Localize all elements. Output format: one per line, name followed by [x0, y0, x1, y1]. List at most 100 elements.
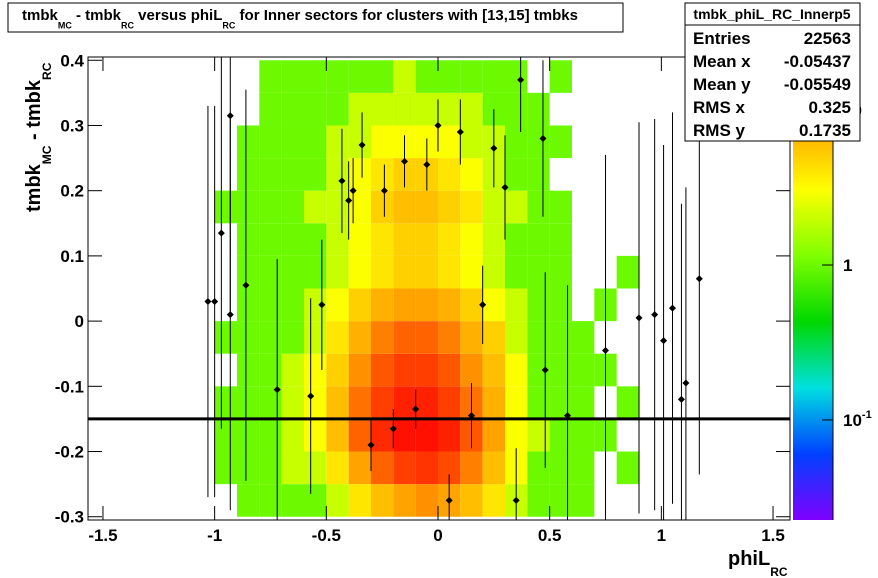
heat-cell [303, 288, 327, 322]
heat-cell [303, 92, 327, 126]
heat-cell [572, 386, 595, 419]
heat-cell [505, 386, 528, 419]
heat-cell [370, 60, 394, 93]
heat-cell [348, 484, 371, 517]
heat-cell [326, 353, 349, 387]
heat-cell [281, 353, 304, 387]
plot-frame [87, 56, 791, 521]
heat-cell [281, 321, 304, 354]
heat-cell [527, 255, 550, 289]
heat-cell [415, 60, 438, 93]
heat-cell [549, 451, 573, 485]
heat-cell [214, 418, 237, 452]
heat-cell [415, 92, 438, 126]
heat-cell [326, 451, 349, 485]
heat-cell [549, 60, 573, 93]
chart-title-sub: RC [222, 20, 235, 30]
y-tick-label: 0 [75, 312, 84, 331]
chart-title-part: - tmbk [72, 7, 122, 24]
heat-cell [348, 125, 371, 159]
heat-cell [437, 60, 461, 93]
heat-cell [303, 190, 327, 224]
heat-cell [259, 353, 282, 387]
heat-cell [527, 92, 550, 126]
heat-cell [236, 353, 260, 387]
chart-title-part: for Inner sectors for clusters with [13,… [235, 7, 578, 24]
y-tick-label: 0.4 [60, 51, 84, 70]
heat-cell [303, 125, 327, 159]
heat-cell [572, 451, 595, 485]
profile-point [669, 304, 677, 312]
heat-cell [460, 60, 483, 93]
heat-cell [505, 255, 528, 289]
heat-cell [437, 288, 461, 322]
heat-cell [482, 386, 506, 419]
heat-cell [259, 223, 282, 256]
heat-cell [370, 386, 394, 419]
chart-title-part: tmbk [22, 7, 58, 24]
profile-point [490, 144, 498, 152]
chart-title-part: versus phiL [134, 7, 222, 24]
stats-value: -0.05549 [784, 75, 851, 94]
heat-cell [437, 255, 461, 289]
heat-cell [549, 190, 573, 224]
heat-cell [281, 158, 304, 191]
profile-point [682, 379, 690, 387]
heat-cell [549, 418, 573, 452]
heat-cell [415, 288, 438, 322]
heat-cell [460, 321, 483, 354]
heat-cell [214, 321, 237, 354]
heat-cell [572, 418, 595, 452]
heat-cell [527, 451, 550, 485]
heat-cell [460, 125, 483, 159]
heat-cell [370, 451, 394, 485]
heat-cell [415, 223, 438, 256]
heat-cell [393, 418, 416, 452]
heat-cell [527, 158, 550, 191]
profile-point [389, 425, 397, 433]
heat-cell [236, 288, 260, 322]
profile-point [400, 157, 408, 165]
color-tick-exp: -1 [862, 409, 872, 421]
heat-cell [236, 125, 260, 159]
heat-cell [370, 125, 394, 159]
heat-cell [236, 418, 260, 452]
x-tick-label: 0 [433, 526, 442, 545]
heat-cell [393, 353, 416, 387]
profile-point [273, 386, 281, 394]
profile-point [445, 496, 453, 504]
heat-cell [482, 288, 506, 322]
heat-cell [281, 484, 304, 517]
stats-frame [684, 2, 861, 142]
title-frame [7, 2, 624, 33]
heat-cell [437, 158, 461, 191]
chart-title: tmbkMC - tmbkRC versus phiLRC for Inner … [22, 7, 578, 30]
stats-box: tmbk_phiL_RC_Innerp5 Entries 22563 Mean x -0… [684, 2, 861, 142]
heat-cell [259, 288, 282, 322]
x-tick-label: -1.5 [88, 526, 117, 545]
profile-point [541, 366, 549, 374]
heat-cell [303, 158, 327, 191]
heat-cell [259, 484, 282, 517]
heat-cell [303, 418, 327, 452]
heat-cell [437, 125, 461, 159]
profile-point [345, 196, 353, 204]
y-tick-label: 0.1 [60, 247, 84, 266]
heat-cell [437, 418, 461, 452]
heat-cell [460, 288, 483, 322]
stats-key: Mean y [693, 75, 751, 94]
heat-cell [303, 451, 327, 485]
heat-cell [281, 288, 304, 322]
heat-cell [460, 190, 483, 224]
heat-cell [437, 223, 461, 256]
profile-point [338, 177, 346, 185]
y-tick-label: -0.1 [55, 377, 84, 396]
heat-cell [482, 451, 506, 485]
heat-cell [393, 288, 416, 322]
heat-cell [214, 190, 237, 224]
profile-point [602, 346, 610, 354]
color-tick-label: 10-1 [843, 409, 872, 430]
profile-point [512, 496, 520, 504]
heat-cell [236, 255, 260, 289]
